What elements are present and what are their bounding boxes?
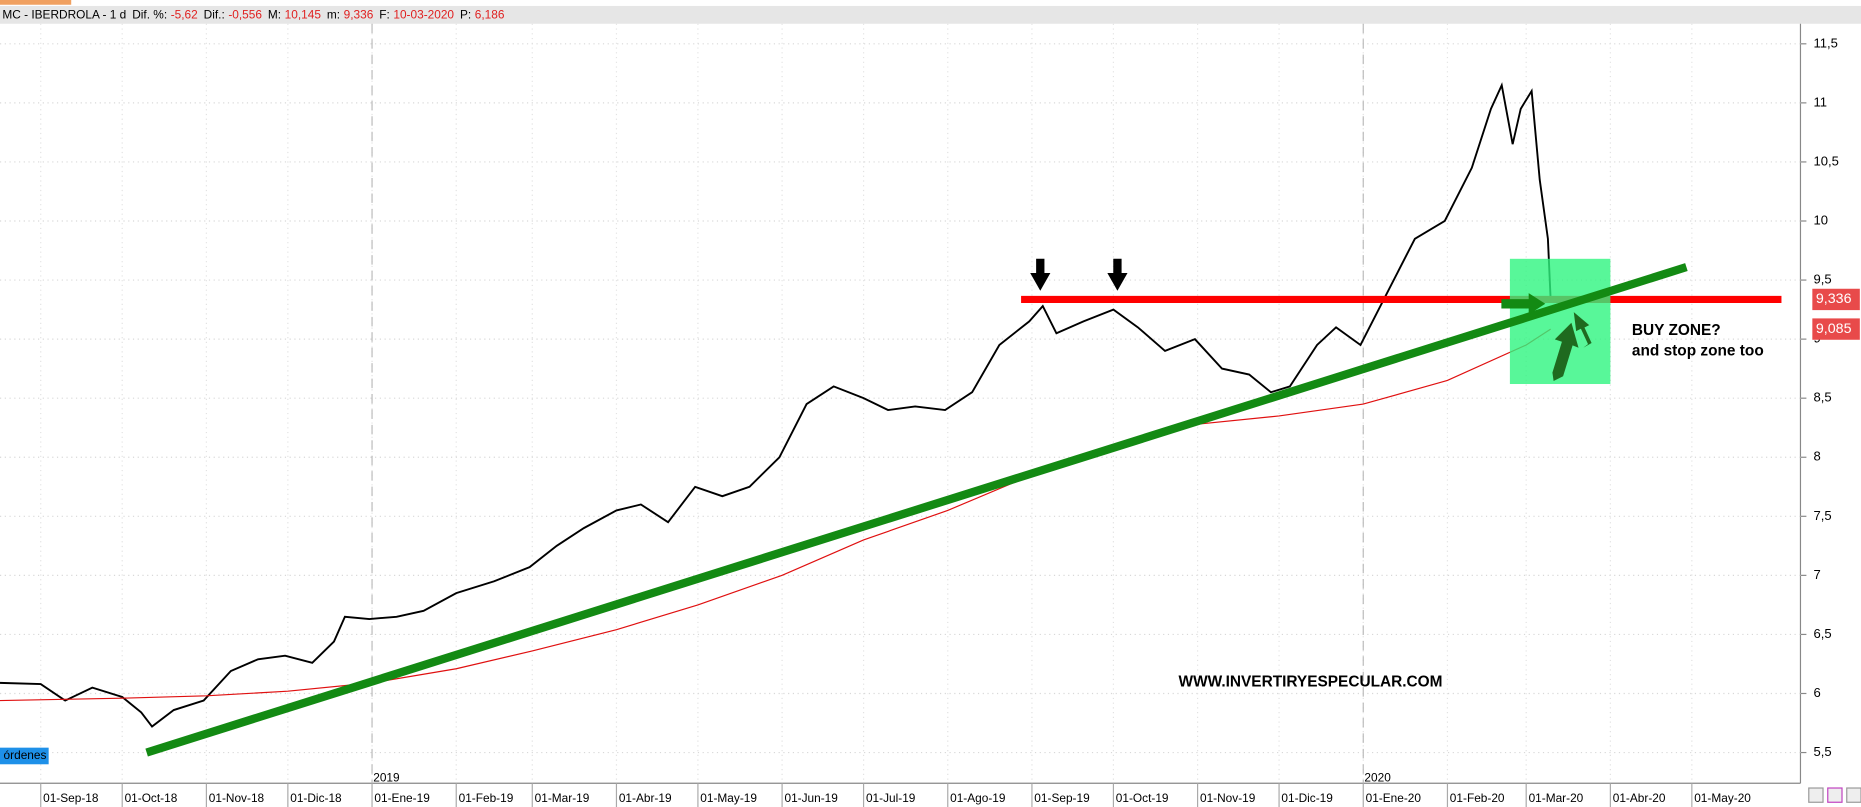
y-tick-label: 10,5	[1814, 153, 1839, 168]
x-tick-label: 01-Sep-19	[1034, 791, 1090, 805]
price-label-box	[1812, 288, 1860, 311]
grid	[0, 23, 1801, 784]
x-tick-label: 01-Nov-18	[209, 791, 265, 805]
price-label-box	[1812, 318, 1860, 340]
y-tick-label: 6	[1814, 685, 1821, 700]
x-tick-label: 01-Nov-19	[1200, 791, 1256, 805]
arrows	[1030, 258, 1592, 381]
y-tick-label: 6,5	[1814, 626, 1832, 641]
series-line	[0, 82, 1552, 728]
field-value: 6,186	[475, 8, 505, 22]
y-tick-label: 11	[1814, 94, 1828, 109]
x-tick-label: 01-May-19	[700, 791, 757, 805]
tool-button[interactable]	[1827, 787, 1843, 803]
field-value: 9,336	[344, 8, 374, 22]
tool-button[interactable]	[1846, 787, 1861, 803]
y-tick-label: 7,5	[1814, 508, 1832, 523]
field-label: m:	[327, 8, 340, 22]
tool-button[interactable]	[1808, 787, 1824, 803]
x-tick-label: 01-Mar-19	[535, 791, 590, 805]
arrow-down	[1030, 258, 1051, 291]
x-tick-label: 01-Abr-19	[619, 791, 672, 805]
field-value: -5,62	[171, 8, 198, 22]
y-tick-label: 10	[1814, 212, 1829, 227]
field-label: Dif.:	[204, 8, 225, 22]
field-label: F:	[379, 8, 390, 22]
arrow-up	[1573, 312, 1592, 348]
orders-button-label[interactable]: órdenes	[4, 748, 47, 762]
x-tick-label: 01-Feb-19	[459, 791, 514, 805]
field-value: 10-03-2020	[393, 8, 454, 22]
watermark: WWW.INVERTIRYESPECULAR.COM	[1179, 673, 1443, 690]
year-label: 2019	[373, 771, 400, 785]
axis: 5,566,577,588,599,51010,51111,501-Sep-18…	[40, 35, 1860, 807]
x-tick-label: 01-Oct-18	[125, 791, 178, 805]
x-tick-label: 01-Oct-19	[1116, 791, 1169, 805]
x-tick-label: 01-Abr-20	[1613, 791, 1666, 805]
field-label: Dif. %:	[132, 8, 167, 22]
field-label: M:	[268, 8, 281, 22]
series-line	[0, 328, 1551, 702]
arrow-down	[1107, 258, 1128, 291]
header-text: MC - IBERDROLA - 1 d Dif. %: -5,62 Dif.: -0,…	[2, 8, 504, 22]
price-label: 9,336	[1816, 291, 1852, 307]
x-tick-label: 01-Feb-20	[1450, 791, 1505, 805]
y-tick-label: 8,5	[1814, 390, 1832, 405]
field-value: 10,145	[285, 8, 322, 22]
orders-button[interactable]	[0, 747, 49, 765]
arrow-up	[1552, 322, 1579, 381]
x-tick-label: 01-Mar-20	[1529, 791, 1584, 805]
field-value: -0,556	[228, 8, 262, 22]
x-tick-label: 01-Sep-18	[43, 791, 99, 805]
tab	[0, 0, 72, 5]
y-tick-label: 5,5	[1814, 744, 1832, 759]
x-tick-label: 01-Dic-18	[290, 791, 342, 805]
x-tick-label: 01-Jul-19	[866, 791, 916, 805]
y-tick-label: 11,5	[1814, 35, 1838, 50]
y-tick-label: 9,5	[1814, 272, 1832, 287]
x-tick-label: 01-Jun-19	[784, 791, 838, 805]
header-bar	[0, 5, 1861, 24]
x-tick-label: 01-May-20	[1694, 791, 1751, 805]
x-tick-label: 01-Ene-19	[374, 791, 430, 805]
field-label: P:	[460, 8, 471, 22]
symbol: MC - IBERDROLA - 1 d	[2, 8, 126, 22]
annotation: and stop zone too	[1632, 342, 1764, 359]
trendline	[145, 263, 1688, 757]
annotation: BUY ZONE?	[1632, 322, 1721, 339]
year-label: 2020	[1364, 771, 1391, 785]
x-tick-label: 01-Ago-19	[950, 791, 1006, 805]
y-tick-label: 8	[1814, 449, 1821, 464]
x-tick-label: 01-Dic-19	[1281, 791, 1333, 805]
x-tick-label: 01-Ene-20	[1366, 791, 1422, 805]
price-label: 9,085	[1816, 321, 1852, 337]
arrow-right	[1501, 293, 1546, 315]
y-tick-label: 7	[1814, 567, 1821, 582]
